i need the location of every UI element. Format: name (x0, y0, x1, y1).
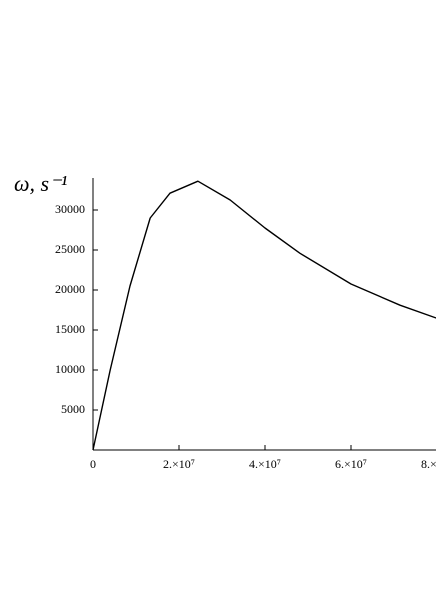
x-tick-label: 8.×10⁷ (421, 457, 436, 471)
y-tick-label: 15000 (55, 322, 85, 336)
x-tick-label: 2.×10⁷ (163, 457, 195, 471)
y-tick-label: 25000 (55, 242, 85, 256)
y-axis-label: ω, s⁻¹ (14, 171, 67, 196)
x-tick-label: 0 (90, 457, 96, 471)
y-tick-label: 20000 (55, 282, 85, 296)
y-tick-label: 30000 (55, 202, 85, 216)
y-tick-label: 5000 (61, 402, 85, 416)
data-line (92, 180, 436, 451)
x-tick-label: 4.×10⁷ (249, 457, 281, 471)
y-tick-label: 10000 (55, 362, 85, 376)
x-tick-label: 6.×10⁷ (335, 457, 367, 471)
